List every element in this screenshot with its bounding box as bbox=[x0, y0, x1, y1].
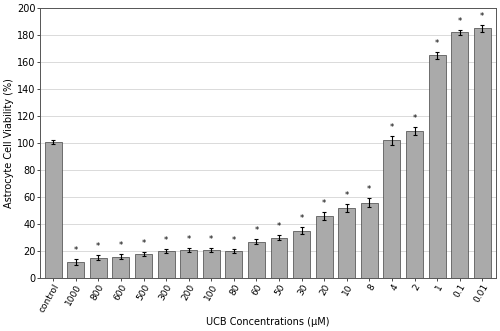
Bar bbox=[44, 142, 62, 278]
Bar bbox=[226, 251, 242, 278]
Text: *: * bbox=[119, 241, 123, 251]
Bar bbox=[338, 208, 355, 278]
Bar bbox=[474, 28, 491, 278]
Bar bbox=[203, 250, 220, 278]
Bar bbox=[316, 216, 332, 278]
Bar bbox=[248, 242, 265, 278]
Text: *: * bbox=[412, 114, 416, 123]
Text: *: * bbox=[186, 235, 191, 244]
Bar bbox=[451, 32, 468, 278]
Y-axis label: Astrocyte Cell Viability (%): Astrocyte Cell Viability (%) bbox=[4, 78, 14, 208]
Bar bbox=[112, 257, 130, 278]
Text: *: * bbox=[277, 222, 281, 231]
Bar bbox=[406, 131, 423, 278]
Bar bbox=[361, 203, 378, 278]
Text: *: * bbox=[322, 199, 326, 208]
Text: *: * bbox=[458, 17, 462, 26]
Text: *: * bbox=[344, 191, 349, 200]
Bar bbox=[270, 238, 287, 278]
Bar bbox=[158, 251, 174, 278]
Text: *: * bbox=[96, 242, 100, 251]
Text: *: * bbox=[367, 185, 372, 194]
Text: *: * bbox=[254, 226, 258, 235]
Text: *: * bbox=[480, 12, 484, 21]
Bar bbox=[293, 231, 310, 278]
Text: *: * bbox=[164, 236, 168, 245]
Bar bbox=[180, 250, 197, 278]
Bar bbox=[135, 254, 152, 278]
Bar bbox=[68, 262, 84, 278]
X-axis label: UCB Concentrations (μM): UCB Concentrations (μM) bbox=[206, 317, 330, 327]
Text: *: * bbox=[209, 235, 214, 244]
Bar bbox=[384, 140, 400, 278]
Text: *: * bbox=[390, 123, 394, 132]
Bar bbox=[428, 55, 446, 278]
Text: *: * bbox=[142, 239, 146, 248]
Text: *: * bbox=[300, 214, 304, 223]
Text: *: * bbox=[74, 246, 78, 255]
Text: *: * bbox=[435, 39, 439, 48]
Text: *: * bbox=[232, 236, 236, 245]
Bar bbox=[90, 258, 107, 278]
